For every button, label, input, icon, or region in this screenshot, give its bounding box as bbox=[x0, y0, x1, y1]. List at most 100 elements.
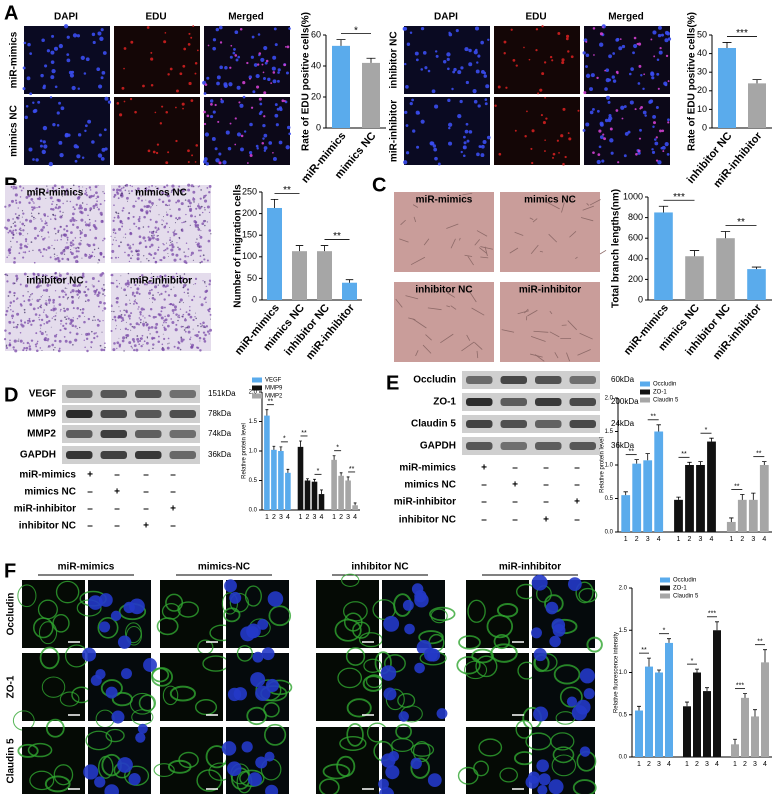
image-tube bbox=[549, 310, 553, 315]
image-speck bbox=[120, 194, 122, 197]
image-speck bbox=[657, 87, 660, 90]
image-speck bbox=[50, 60, 55, 64]
image-speck bbox=[183, 47, 187, 51]
image-speck bbox=[112, 219, 115, 223]
image-speck bbox=[46, 49, 51, 53]
image-speck bbox=[429, 141, 434, 146]
image-nucleus bbox=[378, 778, 389, 790]
image-background bbox=[494, 26, 580, 94]
image-cell bbox=[345, 647, 366, 666]
image-nucleus bbox=[128, 773, 141, 786]
image-speck bbox=[110, 329, 113, 333]
image-speck bbox=[60, 226, 62, 228]
blot-band bbox=[66, 390, 93, 398]
bar bbox=[685, 465, 694, 532]
image-speck bbox=[28, 201, 31, 205]
image-speck bbox=[140, 209, 144, 212]
image-speck bbox=[145, 321, 147, 324]
image-speck bbox=[13, 282, 16, 285]
image-speck bbox=[151, 184, 154, 187]
micrograph bbox=[151, 653, 230, 721]
image-speck bbox=[543, 61, 547, 64]
image-speck bbox=[55, 219, 57, 221]
image-cell bbox=[458, 635, 481, 650]
image-speck bbox=[54, 256, 55, 258]
image-speck bbox=[54, 339, 57, 343]
image-speck bbox=[42, 125, 48, 131]
x-tick-label: 1 bbox=[637, 761, 641, 768]
image-speck bbox=[200, 189, 202, 191]
image-speck bbox=[84, 300, 87, 303]
image-speck bbox=[84, 221, 87, 223]
image-speck bbox=[187, 248, 190, 250]
image-speck bbox=[74, 237, 77, 239]
image-speck bbox=[101, 70, 106, 75]
image-speck bbox=[77, 250, 80, 253]
bar bbox=[654, 212, 673, 300]
x-tick-label: 2 bbox=[688, 536, 692, 543]
image-speck bbox=[70, 231, 73, 235]
y-axis-label: Relative protein level bbox=[242, 423, 248, 479]
image-speck bbox=[121, 225, 124, 228]
image-speck bbox=[174, 230, 176, 232]
image-speck bbox=[99, 203, 102, 206]
image-speck bbox=[142, 315, 144, 317]
image-cell bbox=[39, 646, 60, 670]
image-speck bbox=[44, 274, 47, 276]
image-speck bbox=[121, 339, 125, 343]
image-speck bbox=[582, 51, 586, 55]
image-speck bbox=[152, 347, 154, 350]
image-speck bbox=[543, 150, 546, 152]
image-speck bbox=[169, 237, 171, 239]
image-speck bbox=[9, 301, 13, 304]
image-speck bbox=[263, 146, 268, 150]
image-speck bbox=[30, 241, 33, 244]
image-tube bbox=[450, 305, 457, 310]
image-speck bbox=[130, 257, 131, 259]
image-speck bbox=[61, 192, 64, 195]
image-tube bbox=[447, 292, 456, 298]
image-speck bbox=[204, 333, 207, 337]
image-speck bbox=[253, 63, 258, 67]
image-speck bbox=[130, 329, 132, 331]
image-speck bbox=[174, 229, 176, 231]
image-speck bbox=[434, 50, 438, 53]
column-header: EDU bbox=[145, 12, 166, 23]
image-speck bbox=[69, 73, 75, 78]
image-speck bbox=[95, 332, 97, 334]
image-speck bbox=[153, 252, 157, 255]
image-nucleus bbox=[99, 593, 113, 607]
image-cell bbox=[178, 751, 199, 769]
bar bbox=[332, 45, 350, 128]
image-speck bbox=[34, 236, 37, 240]
image-speck bbox=[163, 321, 165, 324]
image-speck bbox=[42, 289, 46, 292]
image-speck bbox=[202, 280, 204, 282]
image-nucleus bbox=[583, 688, 595, 700]
micrograph bbox=[500, 192, 607, 272]
legend-label: Claudin 5 bbox=[673, 594, 699, 600]
y-axis-label: Total branch lengths(nm) bbox=[611, 189, 622, 308]
image-speck bbox=[93, 207, 95, 210]
image-speck bbox=[637, 149, 641, 153]
image-speck bbox=[92, 285, 95, 288]
image-speck bbox=[64, 316, 66, 319]
image-cell bbox=[496, 603, 519, 618]
image-speck bbox=[272, 71, 276, 74]
image-speck bbox=[168, 204, 170, 206]
image-speck bbox=[262, 76, 266, 80]
image-speck bbox=[69, 318, 73, 322]
bar bbox=[292, 251, 307, 300]
treatment-mark: – bbox=[170, 521, 176, 532]
image-speck bbox=[68, 259, 70, 261]
image-speck bbox=[8, 248, 12, 252]
image-speck bbox=[131, 325, 134, 328]
image-speck bbox=[139, 285, 140, 286]
image-speck bbox=[219, 25, 223, 30]
image-speck bbox=[194, 215, 197, 218]
micrograph bbox=[373, 723, 445, 794]
image-speck bbox=[28, 343, 31, 345]
image-speck bbox=[77, 288, 79, 290]
image-speck bbox=[18, 252, 21, 255]
image-speck bbox=[169, 67, 173, 71]
